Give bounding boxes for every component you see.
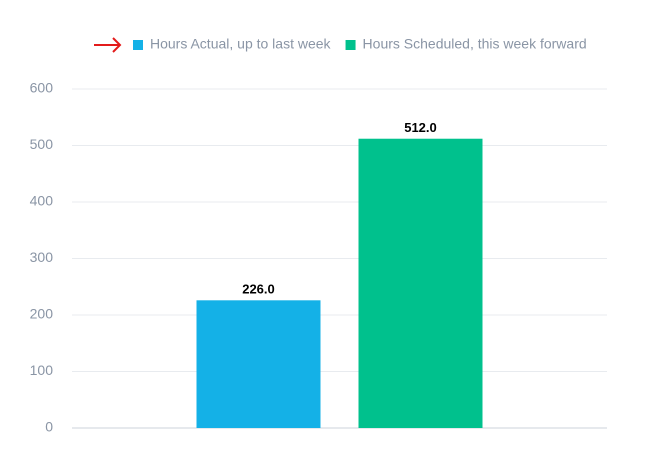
- y-tick-label: 0: [45, 419, 53, 435]
- bar: [196, 300, 321, 428]
- y-tick-label: 100: [30, 362, 54, 378]
- y-tick-label: 300: [30, 249, 54, 265]
- legend-label: Hours Actual, up to last week: [150, 36, 332, 52]
- y-tick-label: 500: [30, 136, 54, 152]
- y-tick-label: 600: [30, 80, 54, 96]
- value-label: 512.0: [404, 120, 437, 135]
- legend-label: Hours Scheduled, this week forward: [363, 36, 587, 52]
- y-tick-label: 200: [30, 306, 54, 322]
- legend-swatch: [345, 40, 356, 50]
- bar: [358, 138, 483, 428]
- y-tick-label: 400: [30, 193, 54, 209]
- value-label: 226.0: [242, 282, 275, 297]
- legend-arrow: [94, 37, 122, 53]
- legend-swatch: [133, 40, 143, 50]
